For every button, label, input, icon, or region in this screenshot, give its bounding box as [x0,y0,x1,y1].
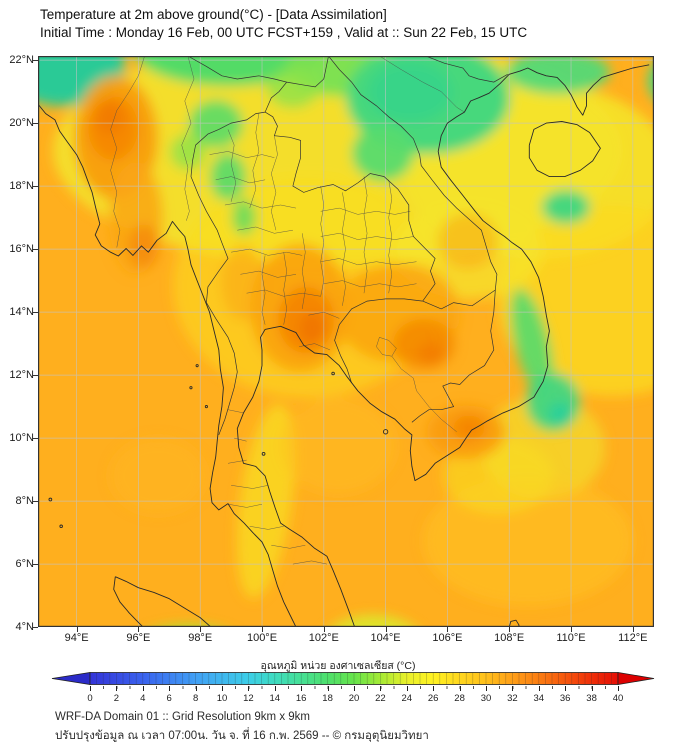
country-borders [187,56,508,436]
lat-tick-mark [33,564,38,566]
colorbar-tick-label: 18 [322,693,333,704]
lat-tick-label: 6°N [15,557,34,570]
lat-tick-mark [33,501,38,503]
footer-domain-info: WRF-DA Domain 01 :: Grid Resolution 9km … [55,711,310,723]
lon-tick-mark [447,627,449,632]
colorbar-tick-mark [354,686,355,691]
colorbar-label: อุณหภูมิ หน่วย องศาเซลเซียส (°C) [260,660,416,672]
colorbar-tick-label: 36 [559,693,571,704]
lat-tick-label: 10°N [9,431,34,444]
colorbar-tick-label: 6 [166,693,172,704]
colorbar-tick-mark [274,686,276,691]
colorbar-tick-mark [406,686,408,691]
colorbar-tick-label: 20 [348,693,360,704]
lon-tick-label: 94°E [64,632,89,644]
colorbar-tick-label: 40 [612,693,624,704]
lat-tick-mark [33,60,38,62]
map-subtitle: Initial Time : Monday 16 Feb, 00 UTC FCS… [40,25,528,40]
lon-tick-mark [138,627,140,632]
lat-tick-mark [33,375,38,377]
lon-tick-label: 108°E [494,632,525,644]
lon-tick-mark [76,627,78,632]
colorbar-tick-label: 16 [295,693,307,704]
temperature-field [38,56,654,627]
colorbar [51,672,655,685]
map-area: 22°N 20°N 18°N 16°N 14°N 12°N 10°N 8°N 6°N 4°N 94°… [9,54,654,644]
lon-tick-mark [385,627,387,632]
colorbar-tick-label: 38 [586,693,597,704]
lat-tick-label: 20°N [9,116,34,129]
colorbar-tick-mark [459,686,461,691]
lon-tick-label: 106°E [432,632,463,644]
colorbar-tick-mark [380,686,382,691]
colorbar-tick-mark [195,686,197,691]
lat-tick-mark [33,249,38,251]
lon-tick-mark [323,627,325,632]
colorbar-tick-mark [301,686,303,691]
colorbar-tick-label: 32 [507,693,518,704]
colorbar-arrow-left [51,672,91,685]
colorbar-tick-mark [248,686,250,691]
colorbar-tick-label: 8 [192,693,199,704]
colorbar-tick-label: 4 [140,693,146,704]
lon-tick-label: 96°E [126,632,151,644]
lat-tick-mark [33,312,38,314]
lon-tick-label: 112°E [618,632,648,644]
colorbar-tick-mark [433,686,435,691]
lat-tick-label: 22°N [9,53,34,66]
lat-tick-mark [33,627,38,629]
colorbar-tick-label: 2 [113,693,120,704]
colorbar-tick-label: 22 [375,693,386,704]
colorbar-tick-label: 0 [87,693,93,704]
colorbar-tick-mark [618,686,619,691]
colorbar-tick-mark [116,686,118,691]
colorbar-tick-mark [538,686,540,691]
colorbar-tick-mark [142,686,144,691]
lon-tick-mark [262,627,263,632]
colorbar-tick-mark [565,686,567,691]
lon-tick-mark [571,627,572,632]
map-title: Temperature at 2m above ground(°C) - [Da… [40,7,387,22]
lat-tick-label: 8°N [15,494,34,507]
colorbar-tick-mark [222,686,223,691]
lon-tick-mark [200,627,202,632]
coastlines [38,64,650,627]
lon-tick-label: 102°E [308,632,339,644]
lon-tick-label: 104°E [370,632,401,644]
colorbar-tick-mark [90,686,91,691]
colorbar-tick-mark [327,686,329,691]
lon-tick-mark [632,627,634,632]
lon-tick-label: 98°E [188,632,213,644]
lat-tick-mark [33,186,38,188]
lat-tick-mark [33,123,38,125]
colorbar-tick-label: 12 [243,693,254,704]
lat-tick-label: 12°N [9,368,34,381]
lat-tick-mark [33,438,38,440]
colorbar-tick-label: 28 [454,693,465,704]
colorbar-tick-mark [591,686,593,691]
lon-tick-mark [509,627,511,632]
lon-tick-label: 100°E [246,632,278,644]
colorbar-tick-label: 34 [533,693,545,704]
lat-tick-label: 4°N [15,620,34,633]
footer-update-info: ปรับปรุงข้อมูล ณ เวลา 07:00น. วัน จ. ที่… [55,730,429,742]
colorbar-tick-label: 10 [216,693,228,704]
lat-tick-label: 16°N [9,242,34,255]
colorbar-tick-label: 14 [269,693,281,704]
map-frame [38,56,654,627]
colorbar-tick-label: 30 [480,693,492,704]
temperature-map-svg [38,56,654,627]
colorbar-arrow-right [617,672,655,685]
colorbar-tick-mark [512,686,514,691]
lat-tick-label: 18°N [9,179,34,192]
lon-tick-label: 110°E [556,632,586,644]
colorbar-tick-mark [169,686,171,691]
colorbar-tick-mark [486,686,487,691]
colorbar-tick-label: 26 [427,693,439,704]
colorbar-tick-label: 24 [401,693,413,704]
lat-tick-label: 14°N [9,305,34,318]
